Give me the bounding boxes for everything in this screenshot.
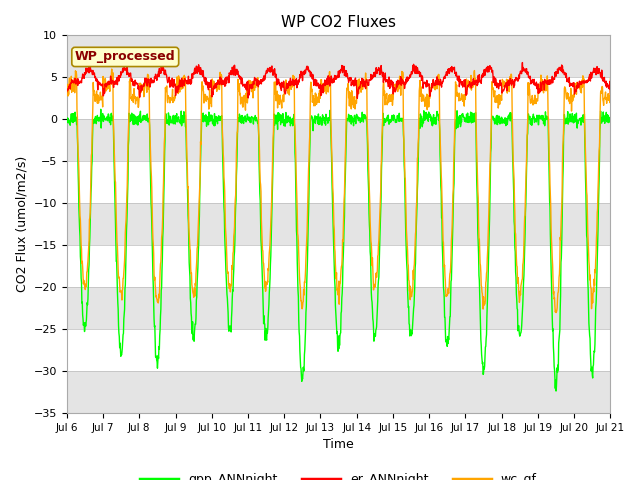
Text: WP_processed: WP_processed bbox=[75, 50, 175, 63]
gpp_ANNnight bbox=[552, 388, 560, 394]
gpp_ANNnight bbox=[424, 111, 431, 117]
er_ANNnight bbox=[244, 90, 252, 96]
X-axis label: Time: Time bbox=[323, 438, 354, 451]
Line: er_ANNnight: er_ANNnight bbox=[67, 62, 611, 98]
Bar bbox=[67, 119, 611, 161]
gpp_ANNnight bbox=[542, 113, 550, 119]
er_ANNnight bbox=[424, 81, 431, 86]
er_ANNnight bbox=[171, 81, 179, 87]
Bar bbox=[67, 36, 611, 77]
wc_gf bbox=[245, 77, 253, 83]
er_ANNnight bbox=[184, 78, 191, 84]
Line: gpp_ANNnight: gpp_ANNnight bbox=[67, 109, 611, 391]
wc_gf bbox=[494, 105, 502, 111]
gpp_ANNnight bbox=[607, 118, 614, 123]
gpp_ANNnight bbox=[97, 107, 104, 112]
wc_gf bbox=[63, 91, 70, 96]
er_ANNnight bbox=[494, 84, 502, 89]
gpp_ANNnight bbox=[63, 116, 70, 122]
Bar bbox=[67, 371, 611, 413]
gpp_ANNnight bbox=[171, 114, 179, 120]
er_ANNnight bbox=[63, 89, 70, 95]
gpp_ANNnight bbox=[184, 213, 192, 218]
Title: WP CO2 Fluxes: WP CO2 Fluxes bbox=[281, 15, 396, 30]
wc_gf bbox=[542, 80, 550, 85]
wc_gf bbox=[108, 66, 116, 72]
wc_gf bbox=[552, 310, 560, 315]
Line: wc_gf: wc_gf bbox=[67, 69, 611, 312]
gpp_ANNnight bbox=[494, 119, 502, 125]
wc_gf bbox=[424, 107, 431, 112]
Bar bbox=[67, 203, 611, 245]
wc_gf bbox=[184, 184, 192, 190]
wc_gf bbox=[171, 93, 179, 99]
er_ANNnight bbox=[543, 79, 550, 84]
er_ANNnight bbox=[518, 60, 526, 65]
er_ANNnight bbox=[353, 96, 361, 101]
Legend: gpp_ANNnight, er_ANNnight, wc_gf: gpp_ANNnight, er_ANNnight, wc_gf bbox=[136, 468, 542, 480]
er_ANNnight bbox=[607, 91, 614, 96]
gpp_ANNnight bbox=[245, 114, 253, 120]
Y-axis label: CO2 Flux (umol/m2/s): CO2 Flux (umol/m2/s) bbox=[15, 156, 28, 292]
wc_gf bbox=[607, 75, 614, 81]
Bar bbox=[67, 287, 611, 329]
